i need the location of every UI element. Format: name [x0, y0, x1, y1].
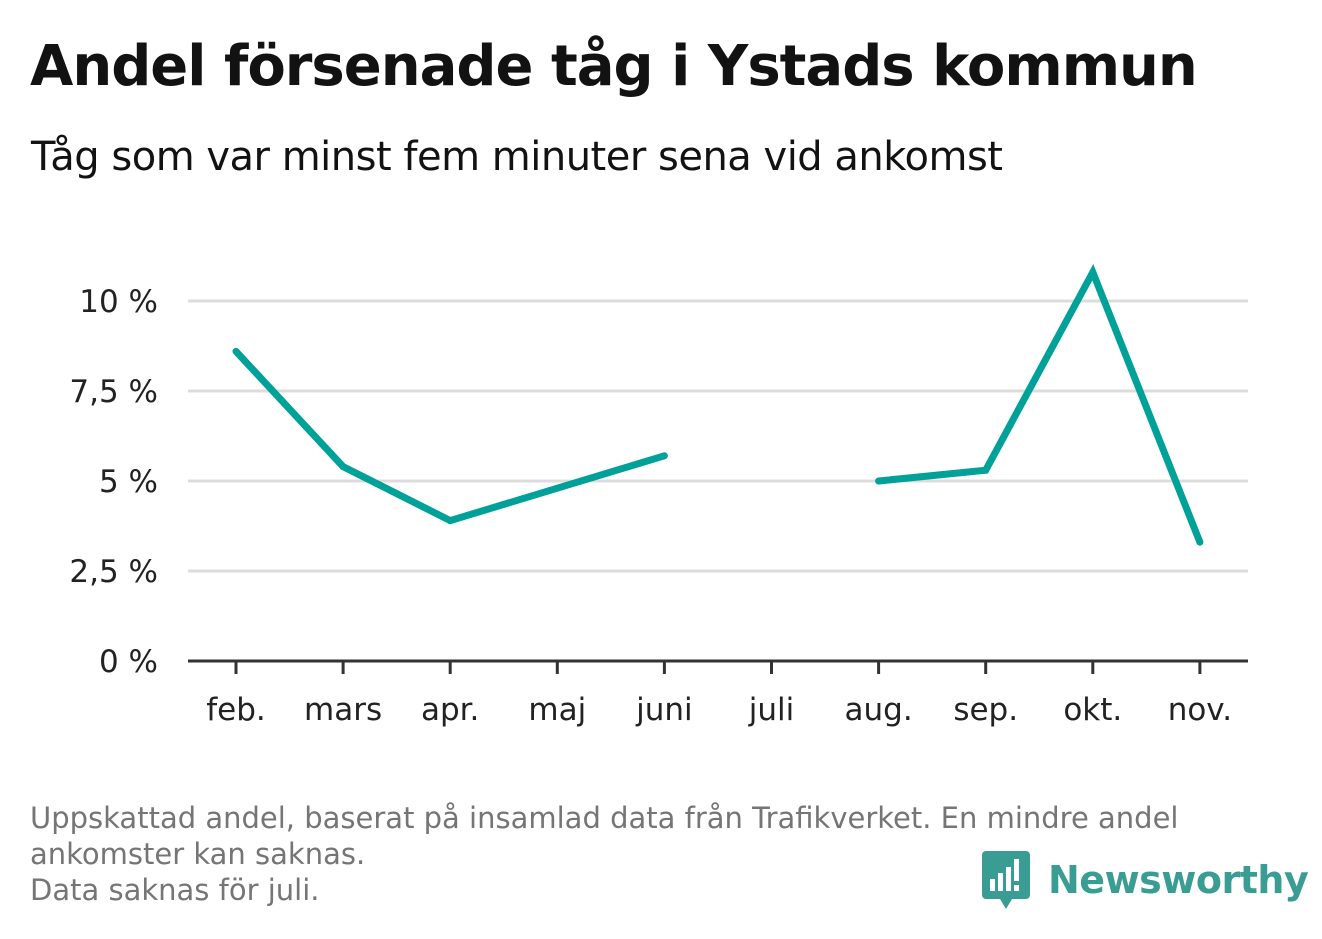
y-tick-label: 10 % [79, 284, 158, 320]
x-tick-label: maj [528, 692, 586, 728]
data-point [1196, 538, 1204, 546]
x-tick-label: juli [748, 692, 795, 728]
x-tick-label: nov. [1168, 692, 1232, 728]
x-axis-ticks: feb. mars apr. maj juni juli aug. sep. okt. nov. [206, 661, 1232, 728]
x-tick-label: juni [635, 692, 693, 728]
y-tick-label: 5 % [99, 464, 158, 500]
footnote-line: Data saknas för juli. [30, 873, 320, 907]
data-point [339, 463, 347, 471]
gridlines [188, 299, 1248, 573]
x-tick-label: apr. [421, 692, 479, 728]
y-tick-label: 7,5 % [69, 374, 158, 410]
y-tick-label: 2,5 % [69, 554, 158, 590]
data-point [982, 466, 990, 474]
line-chart: 0 % 2,5 % 5 % 7,5 % 10 % feb. mars apr. maj juni… [69, 263, 1248, 728]
footnote-line: ankomster kan saknas. [30, 837, 366, 871]
x-tick-label: mars [304, 692, 382, 728]
brand-logo: Newsworthy [982, 850, 1309, 910]
series-lines [232, 263, 1204, 546]
data-point [875, 477, 883, 485]
data-point [446, 517, 454, 525]
data-point [660, 452, 668, 460]
y-axis-ticks: 0 % 2,5 % 5 % 7,5 % 10 % [69, 284, 158, 680]
x-tick-label: aug. [845, 692, 913, 728]
footnote-line: Uppskattad andel, baserat på insamlad da… [30, 801, 1179, 835]
y-tick-label: 0 % [99, 644, 158, 680]
series-line [878, 263, 1204, 544]
newsworthy-logo-icon [982, 851, 1030, 909]
chart-title: Andel försenade tåg i Ystads kommun [30, 34, 1198, 99]
x-tick-label: sep. [953, 692, 1018, 728]
data-point [1089, 268, 1097, 276]
chart-subtitle: Tåg som var minst fem minuter sena vid a… [31, 134, 1003, 180]
data-point [553, 484, 561, 492]
x-tick-label: okt. [1063, 692, 1122, 728]
data-point [232, 347, 240, 355]
footnote: Uppskattad andel, baserat på insamlad da… [30, 800, 1280, 908]
x-tick-label: feb. [206, 692, 266, 728]
brand-name: Newsworthy [1048, 858, 1309, 902]
series-line [233, 349, 666, 525]
